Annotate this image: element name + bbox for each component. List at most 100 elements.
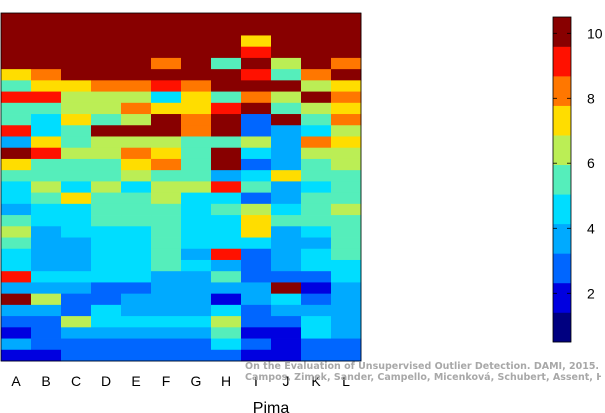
heatmap-cell-G-29 (181, 338, 212, 351)
heatmap-cell-I-16 (241, 192, 272, 205)
heatmap-cell-E-1 (121, 24, 152, 36)
heatmap-cell-F-21 (151, 248, 182, 261)
heatmap-cell-J-2 (271, 35, 302, 48)
heatmap-cell-B-5 (31, 69, 62, 81)
heatmap-cell-I-30 (241, 349, 272, 362)
heatmap-cell-C-5 (61, 69, 92, 81)
heatmap-cell-F-23 (151, 271, 182, 283)
heatmap-cell-F-10 (151, 125, 182, 137)
heatmap-cell-C-12 (61, 147, 92, 160)
heatmap-cell-E-15 (121, 181, 152, 194)
heatmap-cell-A-14 (1, 170, 32, 182)
x-tick-label-C: C (71, 373, 81, 389)
heatmap-cell-A-22 (1, 259, 32, 272)
heatmap-cell-K-13 (301, 158, 332, 171)
heatmap-cell-I-12 (241, 147, 272, 160)
heatmap-cell-K-6 (301, 80, 332, 92)
heatmap-cell-I-23 (241, 271, 272, 283)
heatmap-cell-E-0 (121, 13, 152, 25)
heatmap-cell-L-29 (331, 338, 362, 351)
heatmap-cell-L-13 (331, 158, 362, 171)
heatmap-cell-F-9 (151, 114, 182, 126)
heatmap-cell-H-4 (211, 57, 242, 70)
heatmap-cell-A-17 (1, 203, 32, 216)
heatmap-cell-B-3 (31, 46, 62, 59)
heatmap-cell-A-7 (1, 91, 32, 104)
heatmap-cell-L-16 (331, 192, 362, 205)
heatmap-cell-J-21 (271, 248, 302, 261)
heatmap-cell-E-10 (121, 125, 152, 137)
heatmap-cell-B-29 (31, 338, 62, 351)
heatmap-cell-B-22 (31, 259, 62, 272)
plot-frame (0, 12, 362, 362)
heatmap-cell-A-28 (1, 327, 32, 339)
heatmap-cell-F-16 (151, 192, 182, 205)
heatmap-cell-C-1 (61, 24, 92, 36)
heatmap-cell-G-0 (181, 13, 212, 25)
heatmap-cell-J-7 (271, 91, 302, 104)
heatmap-cell-K-2 (301, 35, 332, 48)
heatmap-cell-J-23 (271, 271, 302, 283)
heatmap-cell-F-4 (151, 57, 182, 70)
heatmap-cell-F-19 (151, 226, 182, 238)
heatmap-cell-J-1 (271, 24, 302, 36)
heatmap-cell-G-6 (181, 80, 212, 92)
heatmap-cell-A-29 (1, 338, 32, 351)
heatmap-cell-H-16 (211, 192, 242, 205)
heatmap-cell-F-22 (151, 259, 182, 272)
heatmap-cell-L-30 (331, 349, 362, 362)
heatmap-cell-L-9 (331, 114, 362, 126)
heatmap-cell-C-8 (61, 102, 92, 115)
heatmap-cell-I-6 (241, 80, 272, 92)
heatmap-cell-B-9 (31, 114, 62, 126)
heatmap-cell-E-22 (121, 259, 152, 272)
heatmap-cell-E-27 (121, 316, 152, 328)
heatmap-cell-J-18 (271, 215, 302, 227)
heatmap-cell-F-8 (151, 102, 182, 115)
heatmap-cell-C-10 (61, 125, 92, 137)
heatmap-cell-G-5 (181, 69, 212, 81)
heatmap-cell-G-19 (181, 226, 212, 238)
heatmap-cell-E-21 (121, 248, 152, 261)
heatmap-cell-K-20 (301, 237, 332, 250)
heatmap-cell-F-15 (151, 181, 182, 194)
heatmap-cell-H-9 (211, 114, 242, 126)
heatmap-cell-H-15 (211, 181, 242, 194)
heatmap-cell-A-30 (1, 349, 32, 362)
heatmap-cell-J-28 (271, 327, 302, 339)
heatmap-cell-F-29 (151, 338, 182, 351)
heatmap-cell-A-27 (1, 316, 32, 328)
heatmap-cell-D-9 (91, 114, 122, 126)
x-tick-label-K: K (311, 373, 321, 389)
heatmap-cell-F-27 (151, 316, 182, 328)
heatmap-cell-D-21 (91, 248, 122, 261)
heatmap-cell-E-11 (121, 136, 152, 149)
heatmap-cell-K-5 (301, 69, 332, 81)
heatmap-cell-E-8 (121, 102, 152, 115)
heatmap-cell-H-5 (211, 69, 242, 81)
x-tick-label-B: B (41, 373, 50, 389)
heatmap-cell-C-22 (61, 259, 92, 272)
heatmap-cell-B-20 (31, 237, 62, 250)
heatmap-cell-F-12 (151, 147, 182, 160)
heatmap-cell-I-14 (241, 170, 272, 182)
heatmap-cell-J-27 (271, 316, 302, 328)
heatmap-cell-B-13 (31, 158, 62, 171)
heatmap-cell-G-14 (181, 170, 212, 182)
heatmap-cell-I-11 (241, 136, 272, 149)
heatmap-cell-G-30 (181, 349, 212, 362)
heatmap-cell-H-0 (211, 13, 242, 25)
heatmap-cell-F-14 (151, 170, 182, 182)
heatmap-cell-J-16 (271, 192, 302, 205)
heatmap-cell-D-27 (91, 316, 122, 328)
heatmap-cell-A-13 (1, 158, 32, 171)
heatmap-cell-C-2 (61, 35, 92, 48)
heatmap-cell-E-6 (121, 80, 152, 92)
heatmap-cell-G-11 (181, 136, 212, 149)
heatmap-cell-C-29 (61, 338, 92, 351)
heatmap-cell-F-1 (151, 24, 182, 36)
citation-credit: On the Evaluation of Unsupervised Outlie… (245, 361, 601, 383)
heatmap-cell-I-9 (241, 114, 272, 126)
heatmap-cell-I-20 (241, 237, 272, 250)
